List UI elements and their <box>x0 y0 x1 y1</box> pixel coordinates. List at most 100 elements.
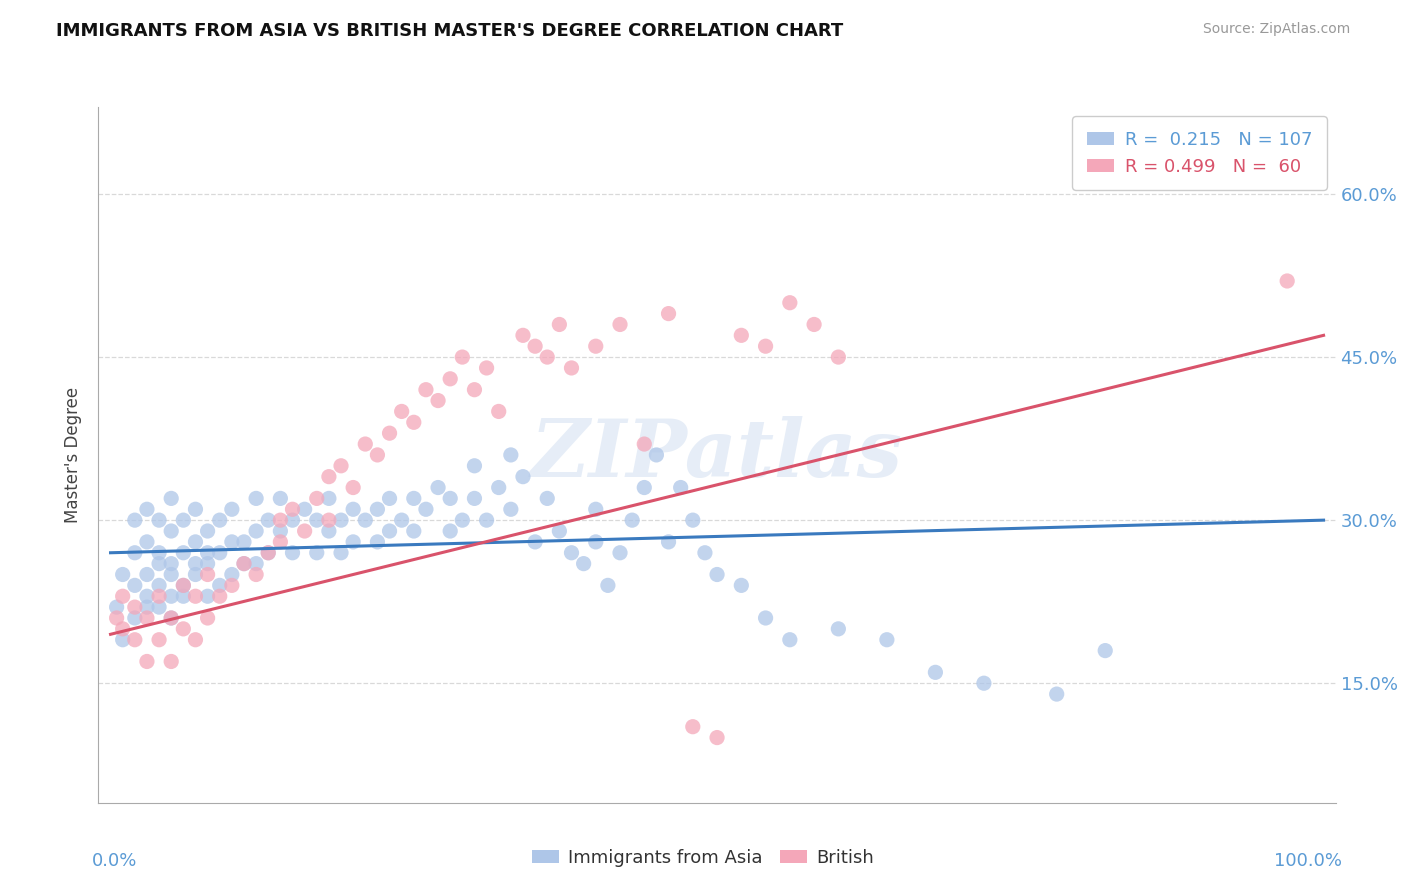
Point <box>585 534 607 549</box>
Point <box>475 513 498 527</box>
Point <box>184 589 207 603</box>
Point <box>111 567 134 582</box>
Point <box>172 546 194 560</box>
Point <box>172 513 194 527</box>
Point <box>318 524 340 538</box>
Point <box>730 578 752 592</box>
Point <box>633 437 655 451</box>
Point <box>657 307 679 321</box>
Point <box>148 546 170 560</box>
Point <box>124 632 146 647</box>
Point <box>318 469 340 483</box>
Point <box>221 534 243 549</box>
Point <box>136 600 159 615</box>
Point <box>378 491 401 506</box>
Text: Source: ZipAtlas.com: Source: ZipAtlas.com <box>1202 22 1350 37</box>
Point <box>305 491 328 506</box>
Point <box>136 589 159 603</box>
Point <box>402 524 425 538</box>
Point <box>439 372 461 386</box>
Point <box>633 481 655 495</box>
Point <box>208 513 231 527</box>
Point <box>330 546 353 560</box>
Point <box>245 567 267 582</box>
Text: ZIPatlas: ZIPatlas <box>531 417 903 493</box>
Point <box>730 328 752 343</box>
Point <box>378 426 401 441</box>
Text: IMMIGRANTS FROM ASIA VS BRITISH MASTER'S DEGREE CORRELATION CHART: IMMIGRANTS FROM ASIA VS BRITISH MASTER'S… <box>56 22 844 40</box>
Point <box>172 589 194 603</box>
Point <box>609 318 631 332</box>
Point <box>172 622 194 636</box>
Point <box>463 383 485 397</box>
Point <box>184 632 207 647</box>
Point <box>136 655 159 669</box>
Point <box>208 589 231 603</box>
Point <box>512 328 534 343</box>
Point <box>184 567 207 582</box>
Point <box>160 557 183 571</box>
Point <box>148 578 170 592</box>
Point <box>621 513 644 527</box>
Point <box>596 578 619 592</box>
Point <box>439 491 461 506</box>
Point <box>391 404 413 418</box>
Point <box>160 611 183 625</box>
Point <box>366 534 388 549</box>
Point <box>221 578 243 592</box>
Point <box>124 578 146 592</box>
Point <box>463 491 485 506</box>
Point <box>779 295 801 310</box>
Point <box>1275 274 1298 288</box>
Point <box>330 458 353 473</box>
Point <box>366 502 388 516</box>
Point <box>560 546 582 560</box>
Point <box>197 567 219 582</box>
Point <box>160 491 183 506</box>
Point <box>354 437 377 451</box>
Point <box>1046 687 1069 701</box>
Point <box>184 557 207 571</box>
Point <box>657 534 679 549</box>
Point <box>548 318 571 332</box>
Point <box>427 481 450 495</box>
Point <box>281 546 304 560</box>
Point <box>160 655 183 669</box>
Point <box>221 567 243 582</box>
Point <box>294 524 316 538</box>
Point <box>439 524 461 538</box>
Point <box>208 578 231 592</box>
Point <box>463 458 485 473</box>
Point <box>105 611 128 625</box>
Point <box>585 339 607 353</box>
Point <box>294 502 316 516</box>
Point <box>197 546 219 560</box>
Point <box>973 676 995 690</box>
Point <box>427 393 450 408</box>
Point <box>281 502 304 516</box>
Point <box>451 513 474 527</box>
Point <box>197 589 219 603</box>
Point <box>512 469 534 483</box>
Point <box>354 513 377 527</box>
Point <box>366 448 388 462</box>
Point <box>124 513 146 527</box>
Point <box>499 448 522 462</box>
Point <box>585 502 607 516</box>
Point <box>221 502 243 516</box>
Point <box>924 665 946 680</box>
Point <box>245 524 267 538</box>
Point <box>160 611 183 625</box>
Point <box>475 361 498 376</box>
Point <box>342 481 364 495</box>
Point <box>548 524 571 538</box>
Point <box>693 546 716 560</box>
Point <box>160 567 183 582</box>
Point <box>124 611 146 625</box>
Point <box>172 578 194 592</box>
Point <box>755 339 778 353</box>
Point <box>378 524 401 538</box>
Point <box>391 513 413 527</box>
Y-axis label: Master's Degree: Master's Degree <box>65 387 83 523</box>
Point <box>245 557 267 571</box>
